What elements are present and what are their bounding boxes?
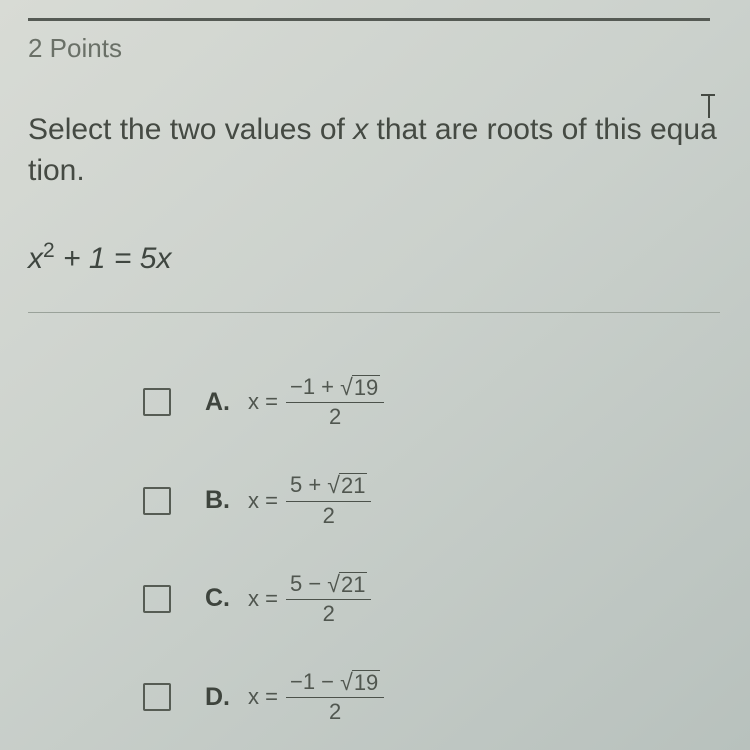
num-lead: −1 + [290, 374, 340, 399]
equation-lhs-var: x [28, 242, 43, 275]
radical-icon: √ [327, 573, 340, 596]
option-letter: D. [205, 683, 230, 712]
denominator: 2 [323, 600, 335, 626]
radicand: 21 [339, 572, 367, 597]
checkbox-a[interactable] [143, 388, 171, 416]
numerator: 5 + √21 [286, 473, 371, 501]
square-root: √21 [327, 572, 367, 597]
equation-lhs-exp: 2 [43, 239, 55, 262]
option-row: B. x = 5 + √21 2 [143, 473, 750, 527]
square-root: √19 [340, 670, 380, 695]
denominator: 2 [323, 502, 335, 528]
square-root: √19 [340, 375, 380, 400]
option-row: C. x = 5 − √21 2 [143, 572, 750, 626]
section-divider [28, 312, 720, 313]
text-cursor: a [700, 110, 717, 151]
radicand: 19 [352, 670, 380, 695]
option-expression: x = 5 + √21 2 [248, 473, 371, 527]
x-equals: x = [248, 488, 278, 514]
fraction: −1 + √19 2 [286, 375, 384, 429]
prompt-text-before: Select the two values of [28, 113, 353, 146]
checkbox-b[interactable] [143, 487, 171, 515]
fraction: −1 − √19 2 [286, 670, 384, 724]
denominator: 2 [329, 403, 341, 429]
numerator: −1 + √19 [286, 375, 384, 403]
num-lead: 5 + [290, 472, 327, 497]
prompt-cursor-char: a [700, 113, 717, 146]
radicand: 21 [339, 473, 367, 498]
question-prompt: Select the two values of x that are root… [28, 110, 750, 191]
option-expression: x = −1 + √19 2 [248, 375, 384, 429]
cursor-cap [701, 94, 715, 96]
question-page: 2 Points Select the two values of x that… [0, 0, 750, 725]
radicand: 19 [352, 375, 380, 400]
checkbox-d[interactable] [143, 683, 171, 711]
header-strip: 2 Points [28, 18, 710, 64]
checkbox-c[interactable] [143, 585, 171, 613]
denominator: 2 [329, 698, 341, 724]
option-row: D. x = −1 − √19 2 [143, 670, 750, 724]
radical-icon: √ [340, 671, 353, 694]
prompt-text-after: tion. [28, 154, 85, 187]
option-letter: B. [205, 486, 230, 515]
square-root: √21 [327, 473, 367, 498]
prompt-variable: x [353, 113, 368, 146]
options-list: A. x = −1 + √19 2 B. x = 5 + √21 [28, 375, 750, 725]
prompt-text-middle: that are roots of this equ [368, 113, 700, 146]
equation-rhs-var: x [156, 242, 171, 275]
numerator: −1 − √19 [286, 670, 384, 698]
option-row: A. x = −1 + √19 2 [143, 375, 750, 429]
points-label: 2 Points [28, 33, 710, 64]
x-equals: x = [248, 586, 278, 612]
fraction: 5 + √21 2 [286, 473, 371, 527]
option-expression: x = −1 − √19 2 [248, 670, 384, 724]
option-expression: x = 5 − √21 2 [248, 572, 371, 626]
radical-icon: √ [327, 474, 340, 497]
equation: x2 + 1 = 5x [28, 239, 750, 276]
num-lead: −1 − [290, 669, 340, 694]
option-letter: A. [205, 388, 230, 417]
fraction: 5 − √21 2 [286, 572, 371, 626]
equation-lhs-tail: + 1 = 5 [55, 242, 157, 275]
radical-icon: √ [340, 376, 353, 399]
x-equals: x = [248, 684, 278, 710]
x-equals: x = [248, 389, 278, 415]
num-lead: 5 − [290, 571, 327, 596]
numerator: 5 − √21 [286, 572, 371, 600]
option-letter: C. [205, 584, 230, 613]
